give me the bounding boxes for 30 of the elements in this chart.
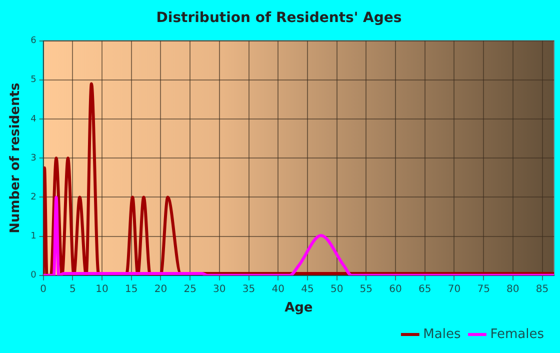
legend-label: Females [490, 326, 544, 342]
x-tick-label: 65 [418, 284, 432, 295]
x-tick-label: 70 [448, 284, 461, 295]
y-tick-label: 2 [30, 192, 36, 203]
legend-label: Males [423, 326, 461, 342]
x-tick-label: 40 [272, 284, 284, 295]
x-tick-label: 45 [301, 284, 314, 295]
x-tick-label: 30 [213, 284, 226, 295]
x-tick-label: 10 [96, 284, 108, 295]
y-tick-label: 5 [30, 75, 36, 86]
x-tick-label: 20 [154, 284, 168, 295]
y-tick-label: 6 [30, 36, 37, 46]
y-axis-title: Number of residents [8, 82, 24, 234]
x-tick-label: 75 [477, 284, 490, 295]
x-tick-label: 50 [330, 284, 344, 295]
y-tick-label: 1 [30, 232, 36, 242]
chart-title: Distribution of Residents' Ages [156, 10, 402, 26]
x-tick-label: 35 [242, 284, 256, 295]
y-tick-label: 4 [30, 114, 37, 124]
x-tick-label: 5 [69, 284, 76, 295]
x-tick-label: 15 [125, 284, 138, 295]
x-tick-label: 85 [536, 284, 549, 295]
x-axis-title: Age [284, 300, 313, 316]
y-tick-label: 0 [30, 270, 37, 281]
x-tick-label: 55 [360, 284, 373, 295]
x-tick-label: 0 [40, 284, 47, 295]
y-tick-label: 3 [30, 153, 36, 164]
x-tick-label: 80 [506, 284, 520, 295]
x-tick-label: 60 [389, 284, 402, 295]
x-tick-label: 25 [184, 284, 196, 295]
